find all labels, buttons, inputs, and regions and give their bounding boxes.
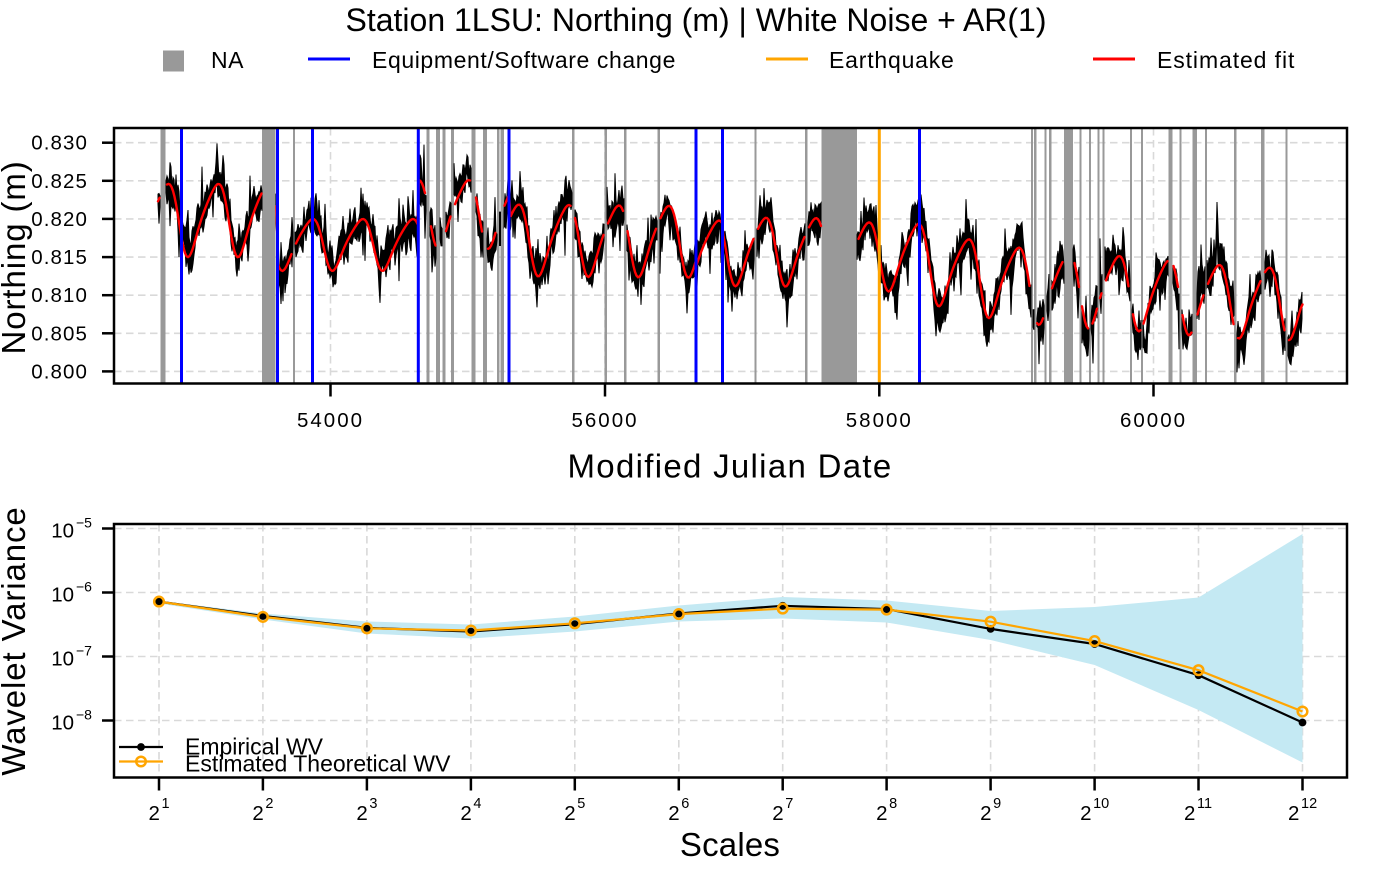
svg-text:2: 2 [1288,802,1299,825]
svg-text:0.830: 0.830 [31,132,88,155]
svg-text:7: 7 [785,796,793,812]
svg-text:0.825: 0.825 [31,170,88,193]
svg-text:12: 12 [1301,796,1317,812]
svg-text:2: 2 [460,802,471,825]
svg-text:1: 1 [162,796,170,812]
svg-text:11: 11 [1197,796,1212,812]
svg-text:10: 10 [51,520,74,543]
svg-text:2: 2 [668,802,679,825]
svg-text:−8: −8 [76,707,92,723]
svg-text:Estimated Theoretical WV: Estimated Theoretical WV [185,751,451,777]
svg-text:2: 2 [772,802,783,825]
svg-text:Wavelet Variance: Wavelet Variance [0,506,32,775]
svg-text:2: 2 [564,802,575,825]
svg-text:9: 9 [993,796,1001,812]
svg-text:Earthquake: Earthquake [829,47,955,73]
svg-text:2: 2 [980,802,991,825]
svg-text:2: 2 [265,796,273,812]
svg-text:10: 10 [51,648,74,671]
svg-text:0.805: 0.805 [31,322,88,345]
svg-text:8: 8 [889,796,897,812]
svg-text:5: 5 [577,796,585,812]
svg-text:10: 10 [51,712,74,735]
svg-text:56000: 56000 [571,409,638,432]
svg-text:Estimated fit: Estimated fit [1157,47,1295,73]
svg-text:60000: 60000 [1120,409,1187,432]
svg-text:NA: NA [211,47,244,73]
svg-text:0.810: 0.810 [31,284,88,307]
svg-text:Northing (m): Northing (m) [0,160,32,354]
svg-text:Equipment/Software change: Equipment/Software change [372,47,676,73]
svg-text:2: 2 [356,802,367,825]
svg-text:0.815: 0.815 [31,246,88,269]
svg-text:4: 4 [473,796,481,812]
svg-text:−6: −6 [76,579,92,595]
svg-text:Scales: Scales [680,826,780,863]
svg-text:2: 2 [1184,802,1195,825]
svg-text:3: 3 [369,796,377,812]
svg-text:Station 1LSU: Northing (m) | W: Station 1LSU: Northing (m) | White Noise… [345,2,1046,38]
svg-text:2: 2 [1080,802,1091,825]
svg-text:6: 6 [681,796,689,812]
svg-text:0.800: 0.800 [31,360,88,383]
svg-text:0.820: 0.820 [31,208,88,231]
svg-text:2: 2 [149,802,160,825]
svg-text:Modified Julian Date: Modified Julian Date [568,448,893,485]
svg-text:10: 10 [1093,796,1109,812]
svg-text:10: 10 [51,584,74,607]
svg-text:−5: −5 [76,515,92,531]
svg-text:54000: 54000 [297,409,364,432]
svg-text:58000: 58000 [846,409,913,432]
svg-text:2: 2 [876,802,887,825]
svg-text:2: 2 [252,802,263,825]
svg-text:−7: −7 [76,643,92,659]
svg-text:Empirical WV: Empirical WV [185,734,324,760]
